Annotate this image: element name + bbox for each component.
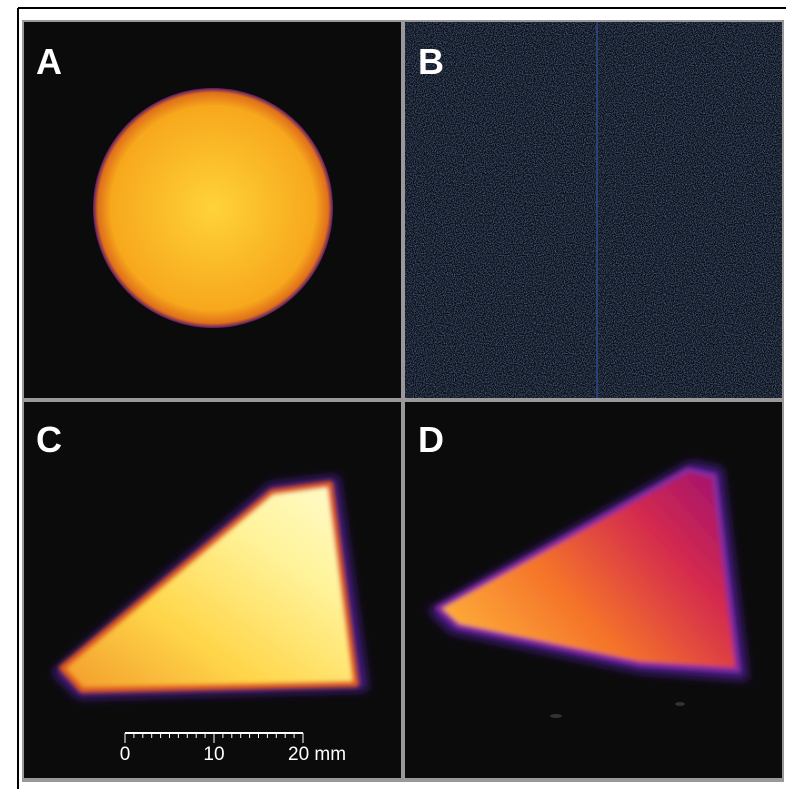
speck [675,702,685,706]
scale-label: 20 mm [288,744,346,765]
noise [405,22,782,398]
page: A B C 0 10 20 mm D (() => { const data =… [0,0,786,789]
panel-a: A [24,22,401,398]
panel-label: C [36,419,62,460]
panel-b: B [405,22,782,398]
scale-label: 0 [120,744,131,765]
phantom-disc [93,88,333,328]
panel-c: C 0 10 20 mm [24,402,401,778]
panel-label: D [418,419,444,460]
scale-label: 10 [203,744,224,765]
panel-label: A [36,41,62,82]
panel-label: B [418,41,444,82]
speck [550,714,562,718]
panel-d: D [405,402,782,778]
figure: A B C 0 10 20 mm D [0,0,786,789]
